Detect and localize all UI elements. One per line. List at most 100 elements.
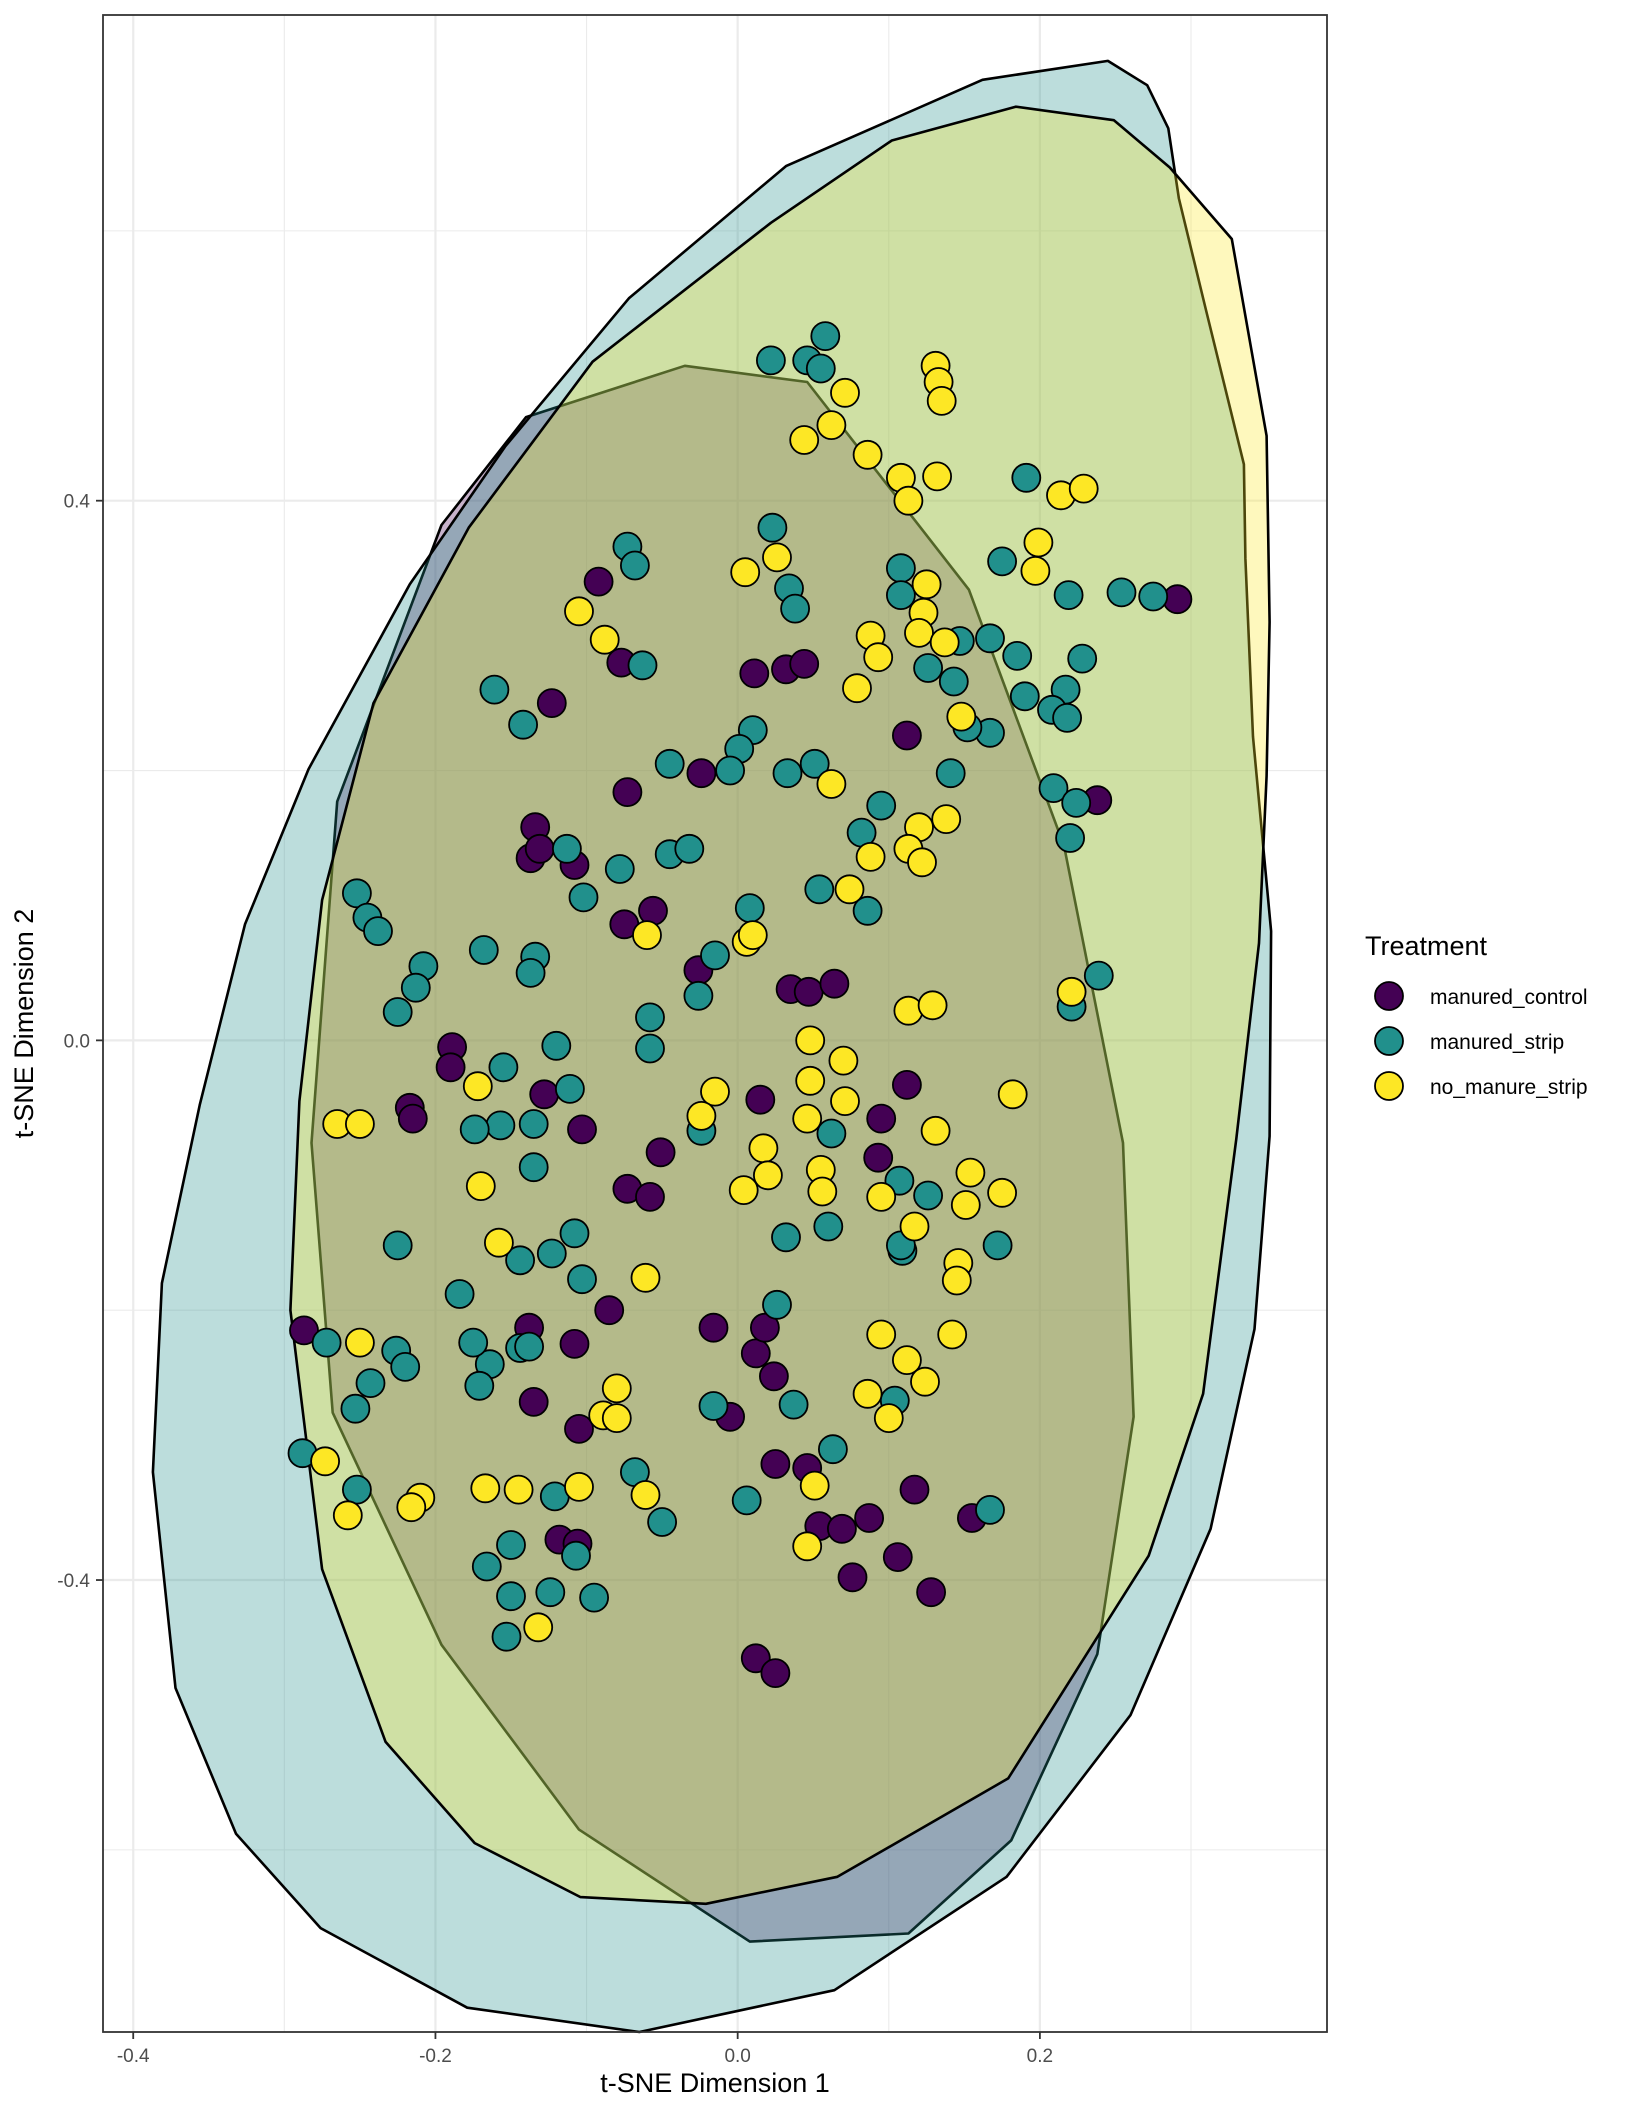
- point-manured_strip: [459, 1114, 490, 1145]
- point-no_manure_strip: [931, 804, 962, 834]
- point-manured_control: [916, 1577, 946, 1608]
- point-manured_strip: [1002, 641, 1033, 671]
- point-manured_strip: [886, 580, 916, 610]
- point-no_manure_strip: [396, 1492, 427, 1523]
- point-manured_control: [819, 968, 850, 999]
- point-no_manure_strip: [899, 1211, 930, 1242]
- point-manured_control: [866, 1103, 897, 1134]
- point-manured_strip: [1106, 577, 1137, 608]
- point-manured_strip: [579, 1582, 609, 1613]
- point-no_manure_strip: [950, 1190, 981, 1220]
- point-no_manure_strip: [922, 461, 952, 492]
- point-no_manure_strip: [470, 1473, 501, 1504]
- point-no_manure_strip: [937, 1319, 968, 1350]
- point-manured_control: [524, 833, 555, 864]
- point-manured_strip: [496, 1581, 526, 1612]
- point-manured_strip: [866, 790, 897, 821]
- point-no_manure_strip: [630, 1480, 661, 1510]
- x-tick-label: -0.4: [117, 2046, 150, 2067]
- point-no_manure_strip: [1068, 473, 1099, 504]
- point-no_manure_strip: [344, 1327, 375, 1358]
- legend: Treatment manured_control manured_stripno…: [1365, 931, 1588, 1101]
- point-no_manure_strip: [589, 624, 620, 655]
- x-tick-label: 0.0: [724, 2046, 750, 2067]
- point-manured_strip: [852, 895, 883, 926]
- point-no_manure_strip: [792, 1103, 823, 1134]
- point-no_manure_strip: [866, 1182, 897, 1212]
- point-no_manure_strip: [310, 1446, 341, 1477]
- point-manured_control: [698, 1312, 729, 1343]
- point-no_manure_strip: [503, 1474, 534, 1505]
- point-manured_control: [892, 720, 922, 751]
- point-no_manure_strip: [852, 439, 883, 470]
- point-manured_strip: [458, 1327, 489, 1358]
- point-manured_strip: [734, 893, 765, 923]
- point-manured_strip: [444, 1279, 475, 1309]
- point-manured_strip: [715, 755, 745, 786]
- legend-title: Treatment: [1365, 931, 1488, 961]
- legend-label-manured_strip: manured_strip: [1430, 1031, 1564, 1054]
- point-no_manure_strip: [1023, 527, 1054, 558]
- point-no_manure_strip: [816, 410, 847, 441]
- point-manured_control: [760, 1449, 791, 1479]
- point-manured_control: [760, 1658, 791, 1688]
- point-manured_strip: [1052, 703, 1082, 733]
- point-no_manure_strip: [630, 1262, 661, 1293]
- point-no_manure_strip: [873, 1403, 904, 1433]
- point-manured_control: [863, 1142, 894, 1173]
- legend-label-no_manure_strip: no_manure_strip: [1430, 1076, 1588, 1099]
- y-axis-title: t-SNE Dimension 2: [9, 909, 39, 1139]
- point-no_manure_strip: [830, 1086, 860, 1116]
- point-manured_strip: [987, 546, 1017, 577]
- point-manured_control: [789, 649, 820, 679]
- y-tick-label: 0.4: [64, 492, 91, 513]
- point-no_manure_strip: [730, 557, 761, 588]
- point-manured_strip: [818, 1434, 848, 1465]
- point-manured_control: [882, 1542, 913, 1572]
- point-manured_strip: [816, 1118, 847, 1149]
- point-manured_strip: [813, 1211, 844, 1242]
- point-no_manure_strip: [941, 1265, 972, 1296]
- point-manured_strip: [471, 1551, 502, 1582]
- point-no_manure_strip: [462, 1071, 493, 1102]
- point-manured_strip: [508, 709, 538, 740]
- point-manured_strip: [340, 1393, 371, 1424]
- point-manured_strip: [778, 1389, 809, 1420]
- point-manured_control: [745, 1084, 776, 1115]
- point-manured_strip: [552, 833, 582, 864]
- point-no_manure_strip: [926, 385, 957, 416]
- point-no_manure_strip: [830, 377, 860, 408]
- point-no_manure_strip: [910, 1366, 940, 1397]
- y-tick-label: -0.4: [57, 1571, 90, 1592]
- point-manured_control: [686, 758, 717, 789]
- point-manured_strip: [756, 345, 786, 376]
- point-no_manure_strip: [465, 1171, 496, 1201]
- point-manured_strip: [804, 874, 835, 905]
- point-manured_strip: [810, 321, 841, 352]
- point-manured_strip: [1053, 580, 1084, 610]
- point-manured_control: [397, 1103, 428, 1134]
- point-manured_strip: [341, 1474, 372, 1505]
- point-manured_strip: [468, 935, 499, 965]
- point-manured_strip: [620, 550, 650, 581]
- x-axis-title: t-SNE Dimension 1: [600, 2068, 830, 2098]
- point-manured_strip: [518, 1152, 549, 1183]
- point-no_manure_strip: [911, 569, 942, 600]
- legend-label-manured_control: manured_control: [1430, 986, 1588, 1009]
- point-no_manure_strip: [564, 596, 594, 627]
- point-manured_strip: [635, 1033, 665, 1064]
- point-no_manure_strip: [1020, 556, 1051, 586]
- point-no_manure_strip: [686, 1101, 717, 1131]
- point-manured_strip: [382, 1230, 413, 1261]
- point-no_manure_strip: [955, 1157, 986, 1188]
- point-manured_strip: [479, 674, 510, 705]
- point-no_manure_strip: [904, 618, 934, 648]
- point-no_manure_strip: [863, 642, 894, 673]
- point-no_manure_strip: [807, 1176, 838, 1207]
- point-manured_strip: [535, 1577, 566, 1608]
- point-no_manure_strip: [946, 701, 977, 732]
- point-manured_strip: [1067, 643, 1098, 674]
- point-manured_control: [638, 895, 668, 926]
